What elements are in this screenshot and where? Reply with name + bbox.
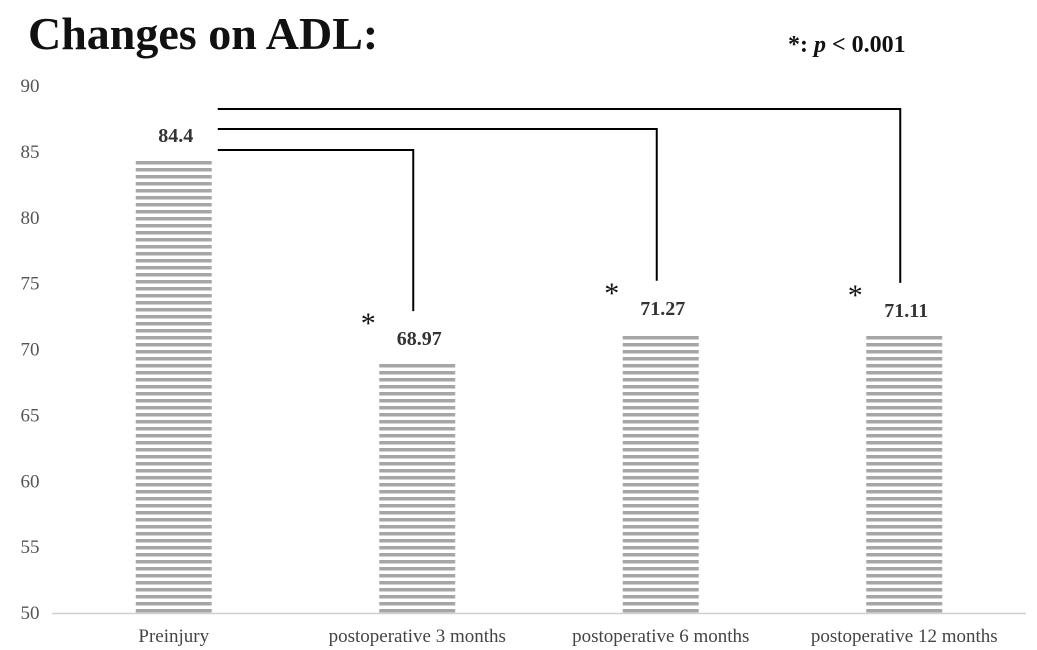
significance-bracket bbox=[217, 149, 415, 312]
significance-symbol: * bbox=[788, 32, 800, 58]
bar bbox=[379, 363, 456, 613]
y-tick-label: 90 bbox=[21, 76, 40, 97]
bar bbox=[866, 334, 943, 613]
category-label: postoperative 6 months bbox=[572, 626, 749, 647]
y-axis-ticks: 50 55 60 65 70 75 80 85 90 bbox=[21, 76, 40, 624]
y-tick-label: 55 bbox=[21, 537, 40, 558]
category-label: postoperative 3 months bbox=[329, 626, 506, 647]
y-tick-label: 75 bbox=[21, 274, 40, 295]
category-label: Preinjury bbox=[138, 626, 209, 647]
bars: 84.4 68.97 71.27 71.11 bbox=[135, 125, 943, 613]
chart-title: Changes on ADL: bbox=[28, 8, 378, 59]
y-tick-label: 60 bbox=[21, 471, 40, 492]
data-label: 68.97 bbox=[397, 328, 442, 350]
significance-star: * bbox=[848, 279, 863, 312]
significance-bracket bbox=[217, 108, 902, 283]
significance-star: * bbox=[361, 307, 376, 340]
significance-note: *: p < 0.001 bbox=[788, 32, 906, 58]
significance-star: * bbox=[604, 277, 619, 310]
data-label: 84.4 bbox=[158, 125, 193, 147]
category-labels: Preinjury postoperative 3 months postopera… bbox=[138, 626, 997, 647]
bar bbox=[622, 332, 699, 613]
data-label: 71.27 bbox=[640, 298, 685, 320]
significance-condition: < 0.001 bbox=[826, 32, 906, 58]
y-tick-label: 65 bbox=[21, 405, 40, 426]
y-tick-label: 80 bbox=[21, 208, 40, 229]
significance-separator: : bbox=[800, 32, 814, 58]
category-label: postoperative 12 months bbox=[811, 626, 998, 647]
bar bbox=[135, 159, 212, 613]
y-tick-label: 50 bbox=[21, 603, 40, 624]
significance-bracket bbox=[217, 128, 658, 281]
significance-brackets: * * * bbox=[217, 108, 902, 340]
y-tick-label: 70 bbox=[21, 340, 40, 361]
y-tick-label: 85 bbox=[21, 142, 40, 163]
significance-variable: p bbox=[812, 32, 826, 58]
data-label: 71.11 bbox=[884, 300, 928, 322]
